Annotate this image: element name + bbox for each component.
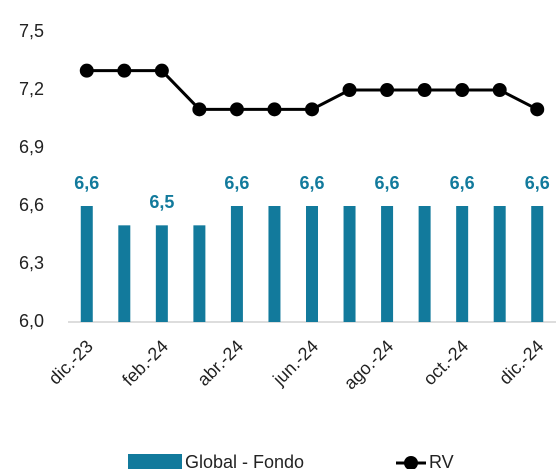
legend-label: Global - Fondo <box>185 452 304 469</box>
marker <box>530 102 545 117</box>
bar <box>493 206 506 322</box>
marker <box>267 102 282 117</box>
data-label: 6,6 <box>525 173 550 193</box>
marker <box>79 63 94 78</box>
bar <box>381 206 394 322</box>
data-label: 6,6 <box>299 173 324 193</box>
marker <box>342 83 357 97</box>
marker <box>154 63 169 78</box>
bar <box>268 206 281 322</box>
y-tick-label: 6,3 <box>19 253 44 273</box>
legend-marker <box>404 456 418 469</box>
bar <box>193 225 206 322</box>
legend-label: RV <box>429 452 454 469</box>
bar <box>230 206 243 322</box>
x-tick-label: dic.-24 <box>495 336 547 388</box>
y-tick-label: 6,0 <box>19 311 44 331</box>
bar <box>456 206 469 322</box>
x-tick-label: oct.-24 <box>419 336 472 389</box>
data-label: 6,6 <box>450 173 475 193</box>
bar <box>155 225 168 322</box>
y-tick-label: 7,5 <box>19 21 44 41</box>
y-tick-label: 6,6 <box>19 195 44 215</box>
bar <box>80 206 93 322</box>
x-tick-label: dic.-23 <box>45 336 97 388</box>
marker <box>380 83 395 97</box>
x-tick-label: feb.-24 <box>118 336 172 390</box>
marker <box>192 102 207 117</box>
bar <box>418 206 431 322</box>
data-label: 6,6 <box>224 173 249 193</box>
y-tick-label: 6,9 <box>19 137 44 157</box>
bar <box>343 206 356 322</box>
x-tick-label: abr.-24 <box>193 336 247 390</box>
data-label: 6,6 <box>74 173 99 193</box>
marker <box>455 83 470 97</box>
bar <box>118 225 131 322</box>
data-label: 6,5 <box>149 192 174 212</box>
bar <box>306 206 318 322</box>
marker <box>492 83 507 97</box>
marker <box>305 102 319 117</box>
legend-swatch <box>128 454 182 469</box>
marker <box>229 102 244 117</box>
data-label: 6,6 <box>375 173 400 193</box>
marker <box>117 63 132 78</box>
x-tick-label: jun.-24 <box>268 336 322 390</box>
marker <box>417 83 432 97</box>
bar <box>531 206 544 322</box>
x-tick-label: ago.-24 <box>340 336 397 393</box>
y-tick-label: 7,2 <box>19 79 44 99</box>
